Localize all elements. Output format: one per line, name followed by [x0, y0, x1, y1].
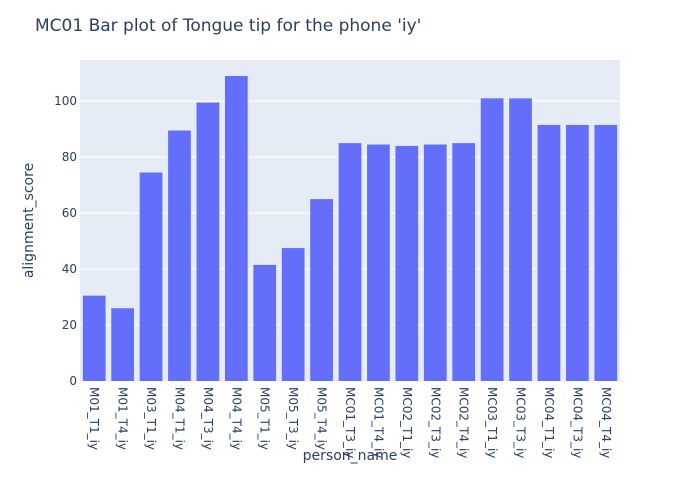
bar-M04_T4_iy[interactable]	[224, 75, 248, 381]
x-tick-label: M04_T3_iy	[201, 387, 215, 450]
bar-MC03_T1_iy[interactable]	[480, 98, 504, 382]
bar-M04_T3_iy[interactable]	[196, 102, 220, 382]
x-tick-label: MC03_T1_iy	[485, 387, 499, 458]
bar-MC02_T4_iy[interactable]	[452, 143, 476, 381]
x-tick-label: M04_T4_iy	[229, 387, 243, 450]
y-tick-label: 40	[62, 262, 77, 276]
bar-MC02_T3_iy[interactable]	[423, 144, 447, 381]
chart-title: MC01 Bar plot of Tongue tip for the phon…	[35, 16, 421, 36]
x-tick-label: M01_T1_iy	[87, 387, 101, 450]
x-tick-labels: M01_T1_iy M01_T4_iy M03_T1_iy M04_T1_iy M04_…	[87, 387, 613, 458]
x-tick-label: MC03_T3_iy	[514, 387, 528, 458]
x-tick-label: MC01_T4_iy	[371, 387, 385, 458]
x-tick-label: M03_T1_iy	[144, 387, 158, 450]
y-axis-title: alignment_score	[21, 163, 37, 278]
y-tick-labels: 0 20 40 60 80 100	[54, 94, 77, 388]
bar-MC02_T1_iy[interactable]	[395, 145, 419, 381]
x-tick-label: MC02_T3_iy	[428, 387, 442, 458]
bar-MC03_T3_iy[interactable]	[509, 98, 532, 382]
bar-M01_T4_iy[interactable]	[111, 308, 134, 381]
bar-M04_T1_iy[interactable]	[168, 130, 191, 381]
y-tick-label: 0	[69, 374, 77, 388]
x-tick-label: M04_T1_iy	[172, 387, 186, 450]
y-tick-label: 100	[54, 94, 77, 108]
x-tick-label: MC01_T3_iy	[343, 387, 357, 458]
x-tick-label: M05_T1_iy	[258, 387, 272, 450]
y-tick-label: 80	[62, 150, 77, 164]
bar-M03_T1_iy[interactable]	[139, 172, 163, 381]
x-tick-label: MC04_T1_iy	[542, 387, 556, 458]
x-tick-label: MC02_T4_iy	[457, 387, 471, 458]
bar-M01_T1_iy[interactable]	[82, 295, 106, 381]
bar-MC01_T3_iy[interactable]	[338, 143, 362, 381]
bar-MC04_T4_iy[interactable]	[594, 124, 618, 381]
x-tick-label: MC04_T3_iy	[570, 387, 584, 458]
bars	[82, 75, 618, 382]
bar-MC04_T1_iy[interactable]	[537, 124, 561, 381]
x-tick-label: M05_T3_iy	[286, 387, 300, 450]
bar-MC04_T3_iy[interactable]	[566, 124, 589, 381]
x-tick-label: M05_T4_iy	[315, 387, 329, 450]
y-tick-label: 60	[62, 206, 77, 220]
bar-M05_T4_iy[interactable]	[310, 199, 333, 381]
y-tick-label: 20	[62, 318, 77, 332]
x-tick-label: M01_T4_iy	[116, 387, 130, 450]
bar-M05_T1_iy[interactable]	[253, 264, 277, 381]
x-tick-label: MC04_T4_iy	[599, 387, 613, 458]
bar-M05_T3_iy[interactable]	[281, 248, 305, 381]
x-axis-title: person_name	[303, 448, 398, 464]
x-tick-label: MC02_T1_iy	[400, 387, 414, 458]
bar-MC01_T4_iy[interactable]	[367, 144, 390, 381]
